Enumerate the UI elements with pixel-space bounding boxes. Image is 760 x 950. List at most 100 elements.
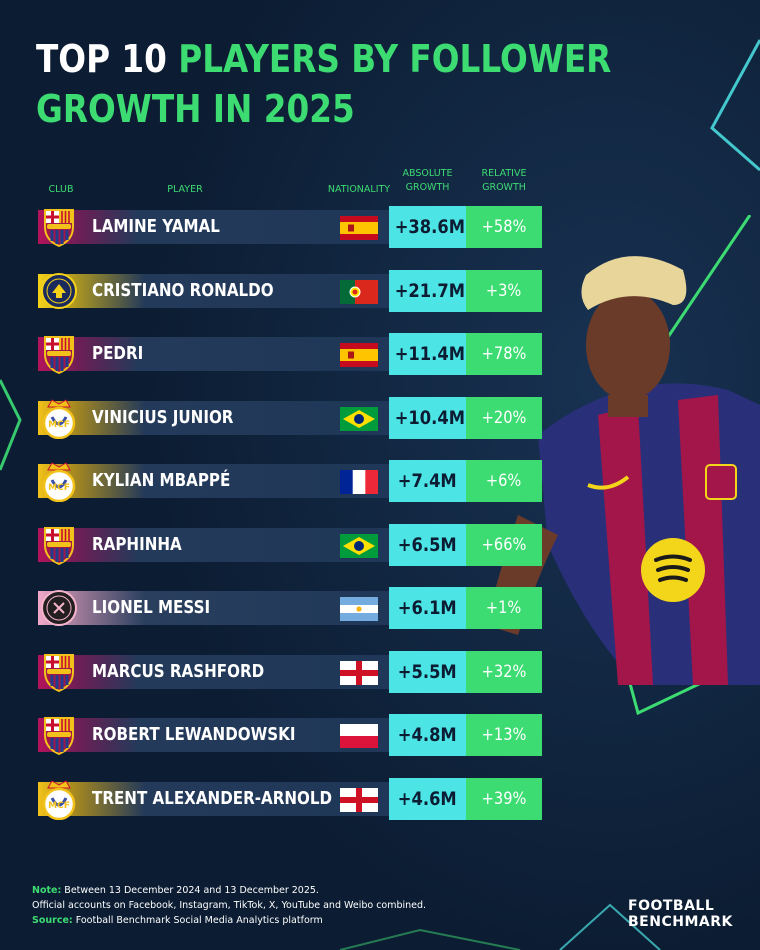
- player-bar: [38, 718, 393, 752]
- real-madrid-crest-icon: MCF: [38, 397, 80, 439]
- absolute-growth-value: +11.4M: [394, 343, 465, 365]
- player-name: LAMINE YAMAL: [92, 216, 220, 237]
- relative-growth-cell: +13%: [466, 714, 542, 756]
- player-name: LIONEL MESSI: [92, 597, 211, 618]
- player-name: TRENT ALEXANDER-ARNOLD: [92, 788, 333, 809]
- absolute-growth-cell: +5.5M: [389, 651, 466, 693]
- absolute-growth-value: +6.1M: [398, 597, 457, 619]
- brazil-flag-icon: [340, 407, 378, 431]
- header-absolute-line1: ABSOLUTE: [402, 168, 453, 179]
- relative-growth-cell: +39%: [466, 778, 542, 820]
- relative-growth-value: +6%: [486, 471, 522, 491]
- player-bar: [38, 274, 393, 308]
- relative-growth-cell: +20%: [466, 397, 542, 439]
- absolute-growth-cell: +6.1M: [389, 587, 466, 629]
- player-bar: [38, 210, 393, 244]
- note-line2: Official accounts on Facebook, Instagram…: [32, 900, 427, 911]
- absolute-growth-value: +10.4M: [394, 407, 465, 429]
- barcelona-crest-icon: [38, 714, 80, 756]
- relative-growth-value: +78%: [481, 344, 527, 364]
- table-row: MCF TRENT ALEXANDER-ARNOLD +4.6M +39%: [38, 778, 542, 820]
- player-name: KYLIAN MBAPPÉ: [92, 470, 231, 491]
- barcelona-crest-icon: [38, 206, 80, 248]
- relative-growth-cell: +32%: [466, 651, 542, 693]
- barcelona-crest-icon: [38, 524, 80, 566]
- svg-text:MCF: MCF: [48, 801, 70, 811]
- spain-flag-icon: [340, 216, 378, 240]
- relative-growth-value: +1%: [486, 598, 522, 618]
- inter-miami-crest-icon: [38, 587, 80, 629]
- source-text: Football Benchmark Social Media Analytic…: [75, 915, 323, 926]
- absolute-growth-cell: +7.4M: [389, 460, 466, 502]
- table-row: MCF VINICIUS JUNIOR +10.4M +20%: [38, 397, 542, 439]
- player-name: ROBERT LEWANDOWSKI: [92, 724, 296, 745]
- player-bar: [38, 337, 393, 371]
- relative-growth-cell: +1%: [466, 587, 542, 629]
- france-flag-icon: [340, 470, 378, 494]
- relative-growth-cell: +3%: [466, 270, 542, 312]
- barcelona-crest-icon: [38, 651, 80, 693]
- absolute-growth-value: +4.6M: [398, 788, 457, 810]
- relative-growth-value: +32%: [481, 662, 527, 682]
- note-label: Note:: [32, 885, 62, 896]
- table-row: CRISTIANO RONALDO +21.7M +3%: [38, 270, 542, 312]
- player-bar: [38, 782, 393, 816]
- relative-growth-cell: +58%: [466, 206, 542, 248]
- player-name: RAPHINHA: [92, 534, 182, 555]
- header-relative-line2: GROWTH: [482, 182, 526, 193]
- england-flag-icon: [340, 661, 378, 685]
- portugal-flag-icon: [340, 280, 378, 304]
- header-absolute-growth: ABSOLUTE GROWTH: [389, 167, 466, 195]
- absolute-growth-cell: +4.6M: [389, 778, 466, 820]
- brand-logo: FOOTBALL BENCHMARK: [628, 898, 733, 930]
- title-green-part: PLAYERS BY FOLLOWER: [178, 37, 612, 81]
- relative-growth-value: +13%: [481, 725, 527, 745]
- table-row: LIONEL MESSI +6.1M +1%: [38, 587, 542, 629]
- svg-text:MCF: MCF: [48, 483, 70, 493]
- relative-growth-value: +58%: [481, 217, 527, 237]
- title-white-part: TOP 10: [36, 37, 167, 81]
- player-name: MARCUS RASHFORD: [92, 661, 265, 682]
- absolute-growth-value: +4.8M: [398, 724, 457, 746]
- relative-growth-cell: +66%: [466, 524, 542, 566]
- table-row: RAPHINHA +6.5M +66%: [38, 524, 542, 566]
- poland-flag-icon: [340, 724, 378, 748]
- absolute-growth-cell: +10.4M: [389, 397, 466, 439]
- absolute-growth-value: +6.5M: [398, 534, 457, 556]
- header-relative-line1: RELATIVE: [481, 168, 527, 179]
- absolute-growth-cell: +6.5M: [389, 524, 466, 566]
- absolute-growth-value: +21.7M: [394, 280, 465, 302]
- table-row: LAMINE YAMAL +38.6M +58%: [38, 206, 542, 248]
- player-bar: [38, 401, 393, 435]
- player-bar: [38, 591, 393, 625]
- absolute-growth-cell: +4.8M: [389, 714, 466, 756]
- england-flag-icon: [340, 788, 378, 812]
- header-nationality: NATIONALITY: [327, 184, 391, 195]
- relative-growth-cell: +78%: [466, 333, 542, 375]
- barcelona-crest-icon: [38, 333, 80, 375]
- relative-growth-cell: +6%: [466, 460, 542, 502]
- relative-growth-value: +39%: [481, 789, 527, 809]
- brazil-flag-icon: [340, 534, 378, 558]
- al-nassr-crest-icon: [38, 270, 80, 312]
- absolute-growth-value: +38.6M: [394, 216, 465, 238]
- absolute-growth-value: +7.4M: [398, 470, 457, 492]
- player-bar: [38, 655, 393, 689]
- header-player: PLAYER: [167, 184, 203, 195]
- real-madrid-crest-icon: MCF: [38, 778, 80, 820]
- header-absolute-line2: GROWTH: [405, 182, 450, 193]
- absolute-growth-cell: +21.7M: [389, 270, 466, 312]
- source-label: Source:: [32, 915, 73, 926]
- header-club: CLUB: [48, 184, 74, 195]
- relative-growth-value: +66%: [481, 535, 527, 555]
- table-row: PEDRI +11.4M +78%: [38, 333, 542, 375]
- footer-notes: Note: Between 13 December 2024 and 13 De…: [32, 883, 426, 928]
- argentina-flag-icon: [340, 597, 378, 621]
- player-name: VINICIUS JUNIOR: [92, 407, 234, 428]
- brand-line1: FOOTBALL: [628, 898, 715, 914]
- relative-growth-value: +20%: [481, 408, 527, 428]
- brand-line2: BENCHMARK: [628, 914, 733, 930]
- table-row: MARCUS RASHFORD +5.5M +32%: [38, 651, 542, 693]
- real-madrid-crest-icon: MCF: [38, 460, 80, 502]
- player-name: PEDRI: [92, 343, 144, 364]
